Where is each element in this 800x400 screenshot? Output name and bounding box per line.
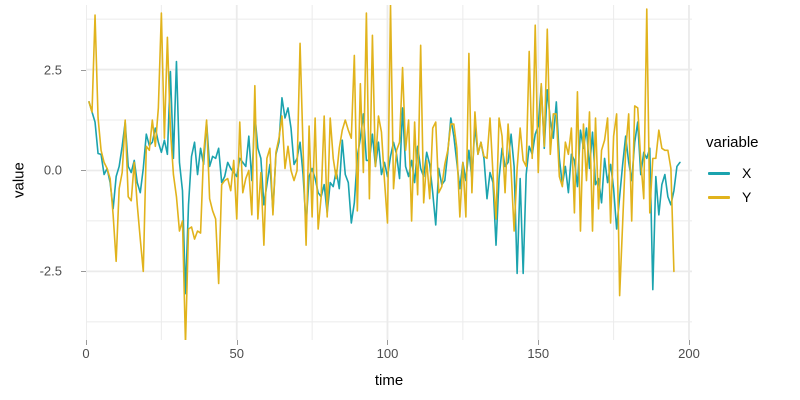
legend-item-label: X [742,165,752,181]
y-tick-mark [81,69,86,71]
legend-item-y[interactable]: Y [706,185,796,209]
legend-title: variable [706,134,759,151]
x-axis-title: time [374,372,404,389]
x-tick-label: 200 [678,346,700,361]
series-line-x [88,60,681,295]
x-tick-label: 150 [527,346,550,361]
y-tick-label: 2.5 [43,62,62,78]
plot-panel [86,5,692,340]
legend-item-x[interactable]: X [706,161,796,185]
x-tick-mark [236,340,238,345]
x-tick-mark [688,340,690,345]
x-tick-label: 50 [229,346,244,361]
x-tick-mark [86,340,87,345]
y-axis-tick-labels: -2.5 0.0 2.5 [0,0,74,400]
x-tick-label: 100 [376,346,399,361]
y-tick-label: 0.0 [43,162,62,178]
legend-key-line-icon [706,188,732,206]
x-tick-label: 0 [82,346,90,361]
x-tick-mark [538,340,540,345]
x-tick-mark [387,340,389,345]
legend-key-line-icon [706,164,732,182]
y-tick-label: -2.5 [39,263,62,279]
y-tick-mark [81,170,86,172]
series-line-y [88,5,675,340]
legend-item-label: Y [742,189,752,205]
y-tick-mark [81,271,86,273]
series-plot-svg [86,5,692,340]
